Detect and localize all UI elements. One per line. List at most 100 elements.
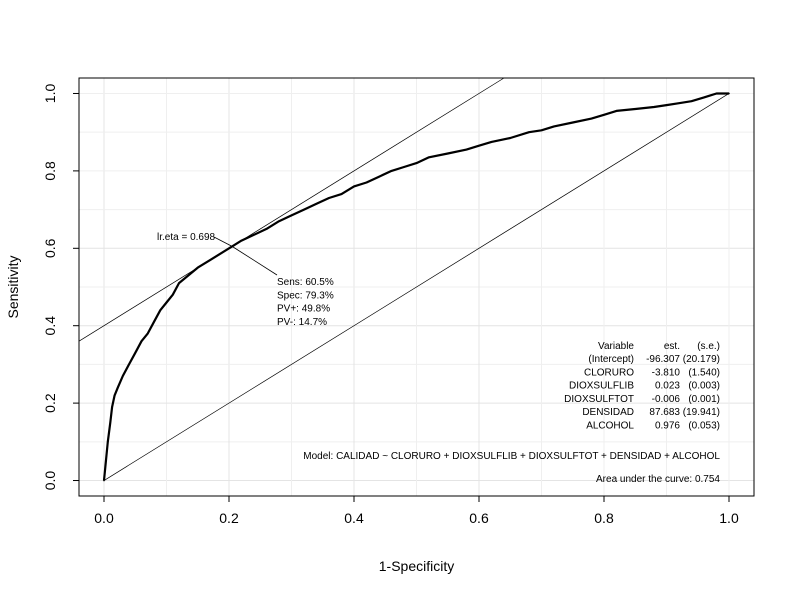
y-tick-label: 1.0 xyxy=(42,84,58,104)
roc-point xyxy=(187,274,190,277)
roc-point xyxy=(490,141,493,143)
roc-point xyxy=(278,220,280,223)
roc-point xyxy=(603,113,605,116)
table-cell: -96.307 xyxy=(646,354,680,365)
stats-label: Spec: 79.3% xyxy=(277,290,334,301)
roc-point xyxy=(178,282,180,284)
roc-point xyxy=(165,301,168,304)
roc-point xyxy=(221,251,224,253)
roc-point xyxy=(128,363,130,366)
roc-point xyxy=(121,375,124,377)
table-cell: CLORURO xyxy=(584,367,634,378)
stats-label: PV+: 49.8% xyxy=(277,304,330,315)
roc-point xyxy=(634,108,637,110)
roc-point xyxy=(171,293,174,296)
roc-point xyxy=(146,332,149,335)
table-cell: -0.006 xyxy=(652,394,681,405)
roc-point xyxy=(378,175,380,178)
x-tick-label: 0.0 xyxy=(94,510,114,526)
roc-point xyxy=(428,156,430,159)
roc-point xyxy=(265,228,268,230)
roc-point xyxy=(703,96,705,99)
roc-point xyxy=(105,460,107,462)
stats-label: Sens: 60.5% xyxy=(277,277,334,288)
roc-point xyxy=(140,340,143,342)
roc-point xyxy=(111,406,113,408)
roc-point xyxy=(590,117,593,120)
roc-point xyxy=(134,351,137,354)
lr-eta-label: lr.eta = 0.698 xyxy=(157,232,216,243)
table-cell: DENSIDAD xyxy=(582,407,634,418)
roc-point xyxy=(690,100,693,103)
axes: 0.0 0.2 0.4 0.6 0.8 1.0 0.0 0.2 0.4 0.6 0.8 1.0 1-Sp… xyxy=(5,84,739,574)
roc-point xyxy=(103,479,105,482)
roc-point xyxy=(528,131,530,133)
table-cell: 87.683 xyxy=(649,407,680,418)
roc-point xyxy=(328,197,330,199)
y-tick-label: 0.6 xyxy=(42,238,58,258)
y-tick-label: 0.4 xyxy=(42,316,58,336)
series-layer xyxy=(102,92,730,482)
reference-line xyxy=(78,77,505,342)
x-tick-label: 1.0 xyxy=(719,510,739,526)
y-axis-title: Sensitivity xyxy=(5,255,21,318)
roc-point xyxy=(715,92,718,95)
roc-point xyxy=(353,185,355,188)
table-cell: (20.179) xyxy=(683,354,720,365)
plot-frame xyxy=(78,77,755,497)
roc-point xyxy=(728,92,730,95)
annotations: lr.eta = 0.698 Sens: 60.5% Spec: 79.3% PV+:… xyxy=(157,232,720,485)
roc-point xyxy=(571,121,574,124)
grid xyxy=(79,78,754,496)
table-cell: (19.941) xyxy=(683,407,720,418)
roc-point xyxy=(390,170,393,172)
table-cell: DIOXSULFLIB xyxy=(569,381,634,392)
stats-leader xyxy=(231,246,278,276)
roc-point xyxy=(159,309,162,312)
roc-point xyxy=(340,193,343,195)
lr-eta-leader xyxy=(213,236,233,247)
roc-point xyxy=(678,102,680,104)
table-cell: 0.976 xyxy=(655,421,680,432)
roc-point xyxy=(116,386,119,389)
table-cell: -3.810 xyxy=(652,367,681,378)
table-cell: ALCOHOL xyxy=(586,421,634,432)
table-cell: (0.003) xyxy=(688,381,720,392)
roc-point xyxy=(553,125,555,128)
auc-label: Area under the curve: 0.754 xyxy=(596,474,720,485)
table-cell: 0.023 xyxy=(655,381,680,392)
model-formula: Model: CALIDAD ~ CLORURO + DIOXSULFLIB +… xyxy=(303,451,720,462)
roc-point xyxy=(665,104,668,106)
reference-line xyxy=(103,93,730,481)
reference-lines xyxy=(78,77,730,481)
roc-point xyxy=(615,110,618,112)
x-tick-label: 0.6 xyxy=(469,510,489,526)
table-cell: (Intercept) xyxy=(588,354,634,365)
roc-point xyxy=(113,394,116,397)
x-tick-label: 0.4 xyxy=(344,510,364,526)
y-tick-label: 0.0 xyxy=(42,471,58,491)
roc-point xyxy=(653,106,655,108)
roc-point xyxy=(465,148,468,151)
roc-point xyxy=(509,137,512,139)
x-tick-label: 0.8 xyxy=(594,510,614,526)
y-tick-label: 0.2 xyxy=(42,393,58,413)
table-cell: (0.053) xyxy=(688,421,720,432)
roc-point xyxy=(196,266,199,269)
table-cell: (1.540) xyxy=(688,367,720,378)
roc-point xyxy=(540,129,543,132)
roc-point xyxy=(240,239,243,242)
roc-point xyxy=(153,321,155,323)
roc-point xyxy=(209,259,212,261)
roc-point xyxy=(109,421,112,424)
roc-point xyxy=(315,202,318,205)
roc-point xyxy=(446,152,449,155)
roc-point xyxy=(403,166,405,168)
table-header-cell: (s.e.) xyxy=(697,341,720,352)
roc-point xyxy=(253,233,255,236)
roc-point xyxy=(709,94,712,97)
x-tick-label: 0.2 xyxy=(219,510,239,526)
roc-point xyxy=(365,181,368,184)
stats-label: PV-: 14.7% xyxy=(277,317,327,328)
